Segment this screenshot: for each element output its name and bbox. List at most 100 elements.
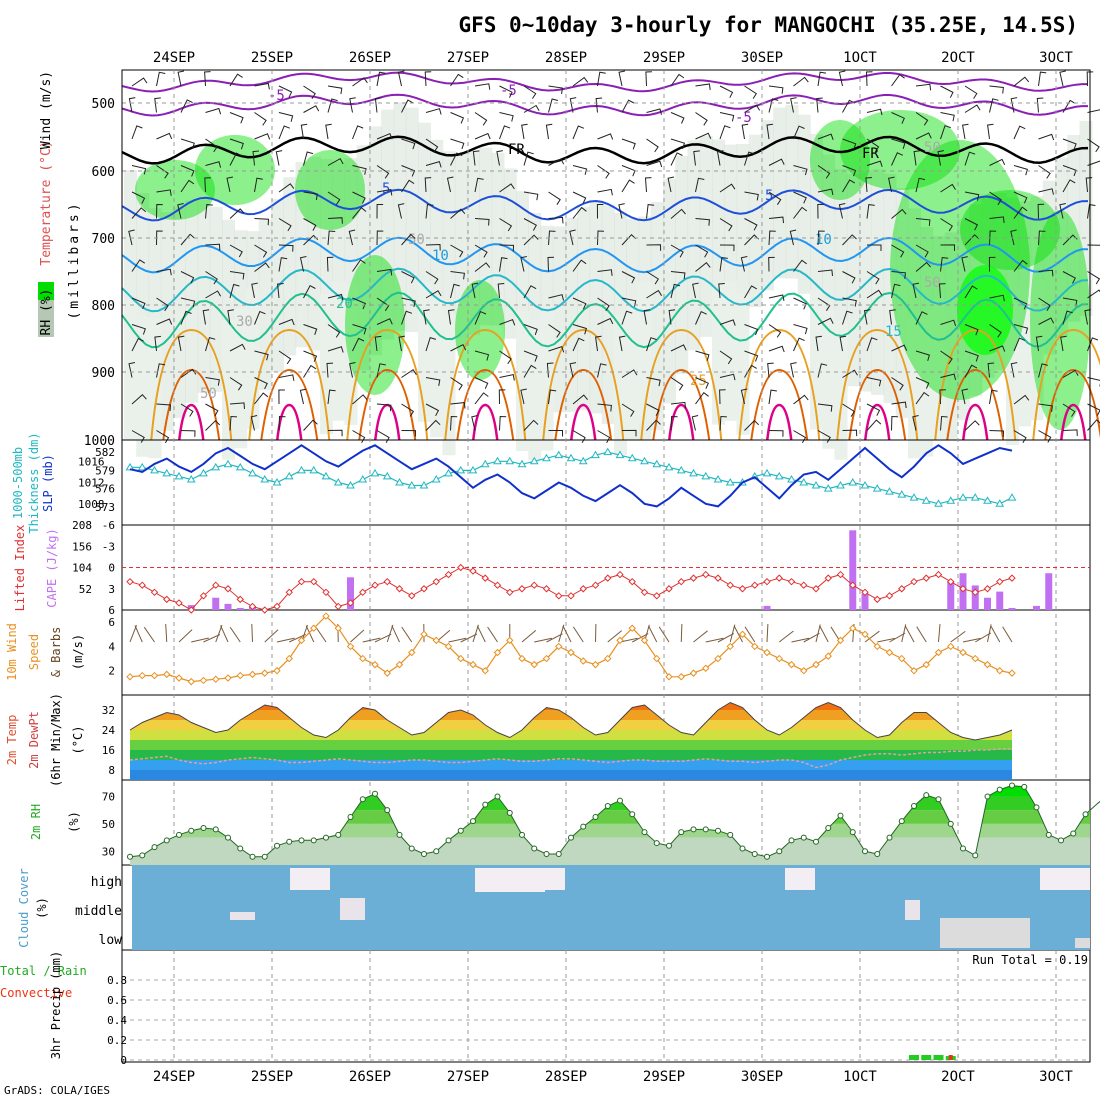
wind-barb xyxy=(180,99,193,113)
wind-barb xyxy=(352,394,368,405)
wind-barb xyxy=(768,294,785,302)
wind-barb xyxy=(692,282,699,299)
thickness-point xyxy=(444,468,453,477)
wind-barb xyxy=(401,179,415,193)
thickness-point xyxy=(162,468,172,477)
wind-barb xyxy=(205,138,218,153)
wind-barb xyxy=(816,97,823,113)
wind-barb xyxy=(964,104,981,113)
wind-barb xyxy=(964,191,980,201)
rh-point xyxy=(494,793,501,800)
wind-barb xyxy=(278,244,294,252)
wind-barb xyxy=(1013,191,1028,204)
wind-barb xyxy=(205,204,213,219)
wind-barb xyxy=(545,123,553,140)
thickness-point xyxy=(848,478,858,486)
wind-barb xyxy=(768,430,784,437)
rh-point xyxy=(984,793,991,800)
wind-barb xyxy=(327,230,336,246)
wind-barb xyxy=(397,70,405,87)
rh-point xyxy=(372,790,378,797)
rh-shade-column xyxy=(467,150,480,335)
wind-barb-10m xyxy=(305,625,315,643)
wind-barb xyxy=(793,324,808,335)
wind-barb xyxy=(450,377,463,391)
cape-tick: 156 xyxy=(72,540,92,553)
thickness-point xyxy=(382,471,392,480)
wind-barb xyxy=(474,350,490,361)
wind-barb xyxy=(768,85,784,94)
contour-25 xyxy=(738,328,821,441)
rh-point xyxy=(690,826,697,833)
wind-barb xyxy=(131,324,146,335)
wind-barb xyxy=(793,259,807,272)
wind-barb xyxy=(523,364,537,378)
wind-barb xyxy=(618,335,626,352)
wind-barb-10m xyxy=(819,625,829,643)
wind-barb-10m xyxy=(729,624,736,643)
date-tick-bottom: 27SEP xyxy=(447,1069,489,1085)
wind-barb xyxy=(866,419,882,431)
wind-barb xyxy=(131,297,146,310)
wind-barb xyxy=(499,415,507,431)
wind-barb xyxy=(254,133,271,140)
wind-barb xyxy=(964,324,979,336)
wind-barb-10m xyxy=(476,625,486,643)
thickness-point xyxy=(407,481,417,489)
slp-line xyxy=(129,444,1013,508)
wind-barb xyxy=(569,229,576,246)
wind-barb xyxy=(180,368,197,378)
lifted-index-point xyxy=(518,585,526,593)
wind-barb xyxy=(352,324,367,335)
wind-barb-10m xyxy=(877,637,895,643)
contour-35 xyxy=(668,403,695,441)
wind-barb xyxy=(278,125,290,140)
wind-barb xyxy=(1062,369,1079,378)
wind-barb xyxy=(205,161,222,168)
wind-barb xyxy=(768,158,785,166)
wind-barb xyxy=(1038,403,1053,412)
wind-barb xyxy=(205,403,219,417)
thickness-point xyxy=(505,456,515,465)
contour-30 xyxy=(946,368,1005,441)
cape-panel-labels: Lifted Index CAPE (J/kg) xyxy=(13,525,59,612)
wind-barb xyxy=(303,151,314,166)
contour-25 xyxy=(542,328,625,441)
wind-barb xyxy=(719,218,733,232)
wind-barb xyxy=(597,230,605,246)
wind-barb xyxy=(499,112,514,122)
wind-barb xyxy=(425,377,441,386)
label-barbs: & Barbs xyxy=(49,627,63,678)
wind-barb xyxy=(1038,269,1054,277)
wind-barb xyxy=(695,244,709,258)
rh-light-column xyxy=(920,316,934,457)
rh-point xyxy=(935,796,942,803)
thickness-point xyxy=(934,499,943,507)
wind-barb xyxy=(202,309,210,325)
wind-barb xyxy=(793,165,808,176)
wind-barb xyxy=(668,309,676,325)
thickness-point xyxy=(1007,493,1017,501)
rh-moist-patch xyxy=(1030,210,1090,430)
wind10-point xyxy=(150,671,159,680)
wind-barb-10m xyxy=(264,629,279,643)
wind-barb xyxy=(670,152,683,166)
label-2m-rh: 2m RH xyxy=(29,804,43,840)
wind-barb xyxy=(251,282,258,299)
thickness-point xyxy=(811,481,821,489)
wind-barb xyxy=(229,138,244,150)
wind10-point xyxy=(677,673,685,681)
thickness-point xyxy=(186,474,196,483)
lifted-index-point xyxy=(763,577,771,586)
wind-barb xyxy=(695,377,709,389)
wind-barb xyxy=(989,216,1005,223)
wind-barb xyxy=(1038,317,1055,325)
thickness-point xyxy=(321,471,331,480)
rh-shade-column xyxy=(699,135,713,337)
wind-barb xyxy=(695,350,710,361)
wind-barb xyxy=(254,244,268,258)
rh-light-column xyxy=(736,294,750,435)
rh-point xyxy=(776,848,783,855)
wind10-point xyxy=(261,669,269,677)
slp-tick: 1016 xyxy=(78,455,105,468)
